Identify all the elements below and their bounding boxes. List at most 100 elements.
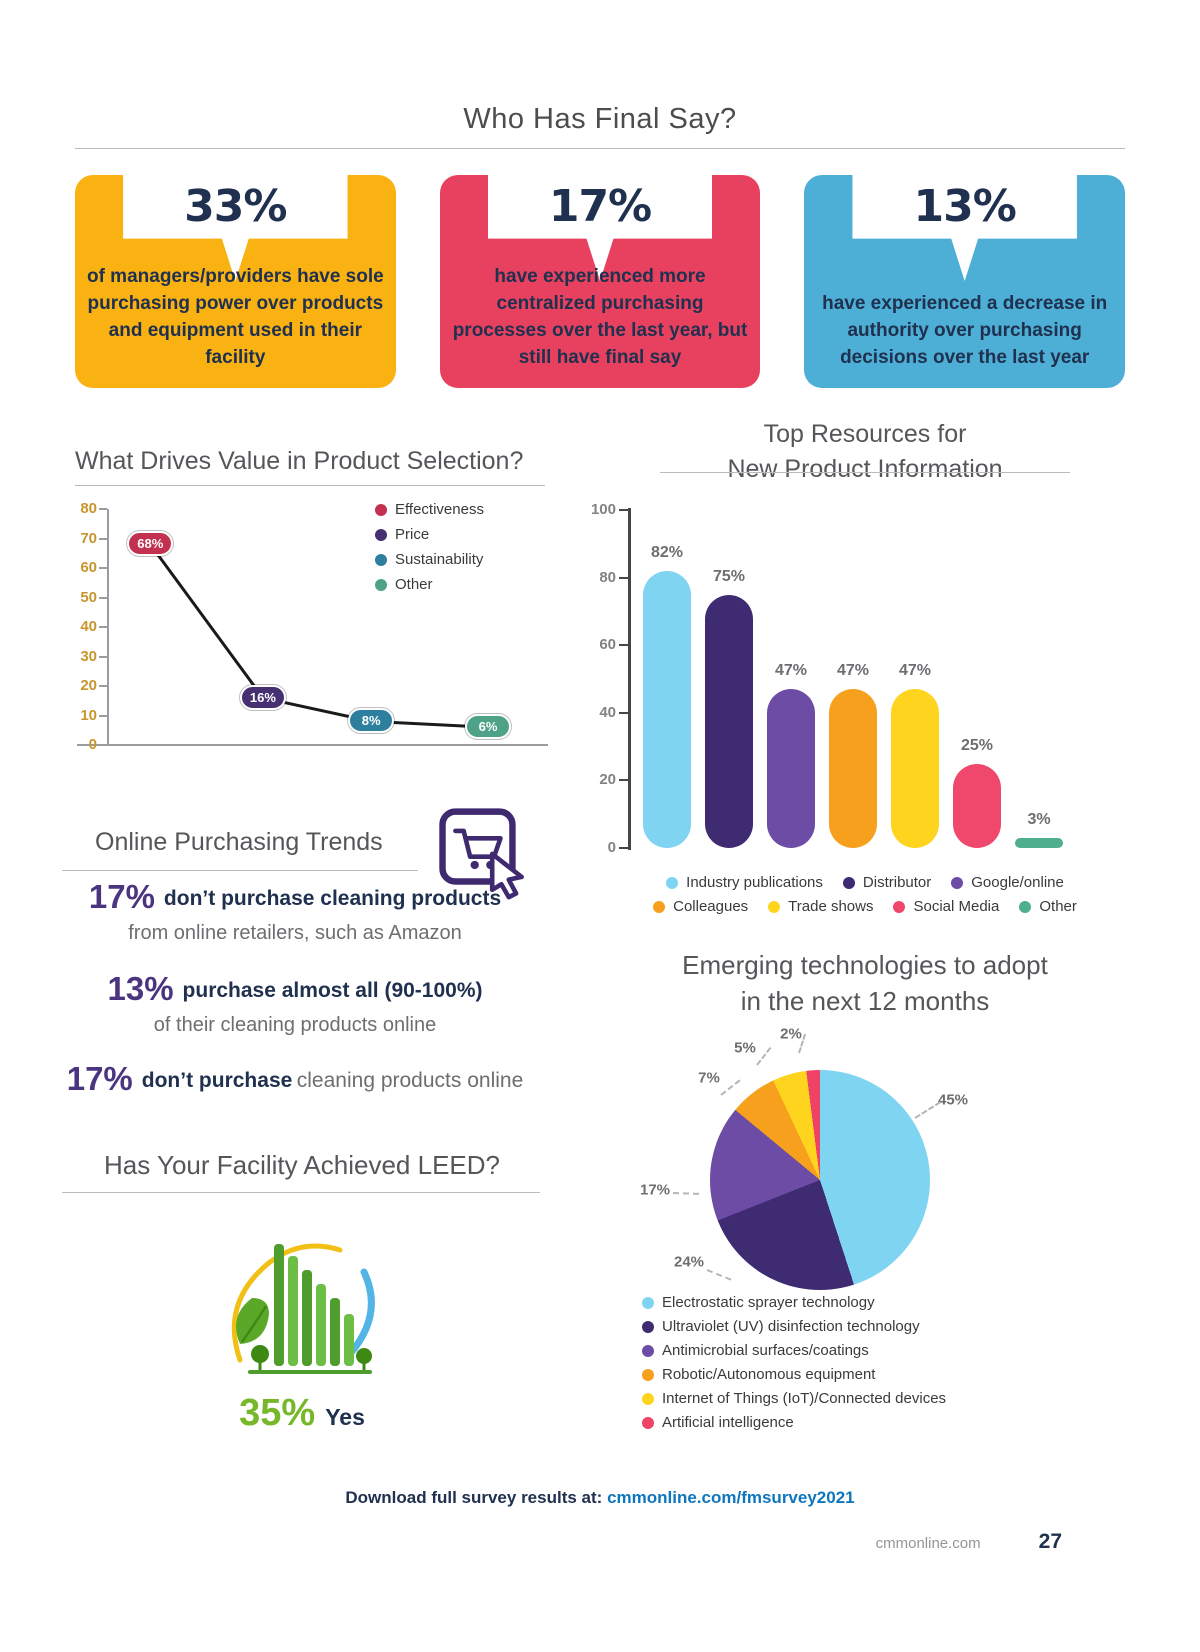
legend-label: Internet of Things (IoT)/Connected devic… [662,1390,947,1407]
pie-leader-line [706,1269,732,1281]
x-axis-line [77,744,548,746]
y-axis-tick-label: 20 [80,677,97,694]
stat-bold-text: purchase almost all (90-100%) [182,979,483,1002]
legend-label: Sustainability [395,551,484,568]
bar [891,689,939,848]
y-axis-tick-label: 40 [80,618,97,635]
final-say-cards: 33% of managers/providers have sole purc… [75,175,1126,388]
pie-leader-line [756,1047,772,1066]
y-axis-tick-label: 70 [80,529,97,547]
legend-label: Antimicrobial surfaces/coatings [662,1342,869,1359]
page-number: 27 [1038,1530,1062,1553]
y-axis-tick-label: 10 [80,706,97,724]
pie-slice-label: 45% [937,1091,969,1109]
axis-tick [99,508,107,510]
pie-slice-label: 2% [780,1025,802,1043]
leed-result: 35% Yes [62,1392,542,1435]
bar-value-label: 75% [712,567,746,585]
legend-label: Distributor [862,874,932,891]
stat-card-sole-power: 33% of managers/providers have sole purc… [75,175,396,388]
section-divider [75,485,545,486]
pie-leader-line [720,1079,741,1096]
legend-label: Social Media [913,898,1000,915]
leed-logo [231,1243,375,1374]
value-selection-line-chart: Effectiveness Price Sustainability Other 0 1… [75,495,550,763]
axis-tick [99,567,107,569]
legend-dot [666,876,679,889]
legend-item: Ultraviolet (UV) disinfection technology [642,1318,946,1335]
bar-chart-legend: Industry publications Distributor Google/o… [585,874,1145,915]
heading-line-2: New Product Information [727,454,1003,483]
y-axis-tick-label: 100 [590,501,616,518]
axis-tick [99,626,107,628]
y-axis-tick-label: 20 [599,771,616,789]
pie-slice-label: 7% [698,1069,720,1087]
axis-tick [619,847,628,849]
pie-chart-legend: Electrostatic sprayer technology Ultravio… [642,1294,946,1431]
y-axis-tick-label: 80 [80,500,97,517]
legend-label: Google/online [971,874,1064,891]
stat-bold-text: don’t purchase cleaning products [163,887,502,910]
site-name: cmmonline.com [875,1535,981,1552]
y-axis-tick-label: 60 [599,636,616,654]
legend-dot [842,876,855,889]
stat-card-centralized: 17% have experienced more centralized pu… [439,175,761,388]
y-axis-line [107,509,109,746]
stat-bold-text: don’t purchase [141,1069,293,1092]
legend-label: Price [395,526,430,543]
pie-leader-line [914,1101,941,1119]
legend-label: Industry publications [686,874,823,891]
bar [767,689,815,848]
axis-tick [619,576,628,579]
line-series [149,543,489,729]
stat-percent: 17% [66,1060,133,1097]
legend-label: Colleagues [673,898,749,915]
legend-label: Effectiveness [395,501,484,518]
y-axis-tick-label: 60 [80,559,97,576]
data-point-badge: 68% [127,531,174,557]
legend-dot [642,1296,654,1309]
top-resources-heading: Top Resources for New Product Informatio… [585,417,1145,486]
legend-dot [375,553,387,566]
leed-percent: 35% [239,1392,316,1434]
heading-line-1: Emerging technologies to adopt [682,950,1048,980]
stat-text: have experienced more centralized purcha… [452,266,748,369]
bar [643,570,691,848]
shopping-cart-icon [439,808,524,900]
stat-card-decrease: 13% have experienced a decrease in autho… [804,175,1126,388]
bar-value-label: 3% [1027,810,1051,828]
legend-item: Internet of Things (IoT)/Connected devic… [642,1390,946,1407]
legend-dot [893,900,906,913]
legend-item: Robotic/Autonomous equipment [642,1366,946,1383]
axis-tick [99,744,107,746]
y-axis-tick-label: 30 [80,647,97,665]
legend-item: Artificial intelligence [642,1414,946,1431]
footer-download-line: Download full survey results at: cmmonli… [0,1488,1200,1508]
legend-item: Sustainability [375,551,484,568]
stat-sub-text: from online retailers, such as Amazon [128,922,462,944]
legend-item: Electrostatic sprayer technology [642,1294,946,1311]
axis-tick [619,779,628,782]
legend-dot [375,528,387,541]
section-divider [62,870,418,871]
heading-line-2: in the next 12 months [740,985,990,1016]
line-chart-legend: Effectiveness Price Sustainability Other [375,501,484,593]
page-meta: cmmonline.com 27 [876,1530,1062,1554]
legend-dot [375,503,387,516]
legend-item: Antimicrobial surfaces/coatings [642,1342,946,1359]
legend-dot [642,1344,654,1357]
survey-link[interactable]: cmmonline.com/fmsurvey2021 [607,1488,855,1507]
y-axis-tick-label: 40 [599,703,616,721]
legend-item: Trade shows [768,898,873,915]
stat-text: have experienced a decrease in authority… [822,293,1108,369]
axis-tick [99,714,107,717]
bar-value-label: 47% [836,662,870,680]
legend-item: Other [375,576,484,593]
stat-percent: 17% [88,878,155,915]
top-resources-bar-chart: 0 20 40 60 80 100 82% 75% 47% 47% 47% 25% 3% [590,490,1135,868]
stat-value: 13% [913,181,1017,232]
y-axis-tick-label: 80 [599,568,616,586]
bar [829,689,877,848]
legend-item: Colleagues [653,898,748,915]
legend-label: Other [1039,898,1077,915]
